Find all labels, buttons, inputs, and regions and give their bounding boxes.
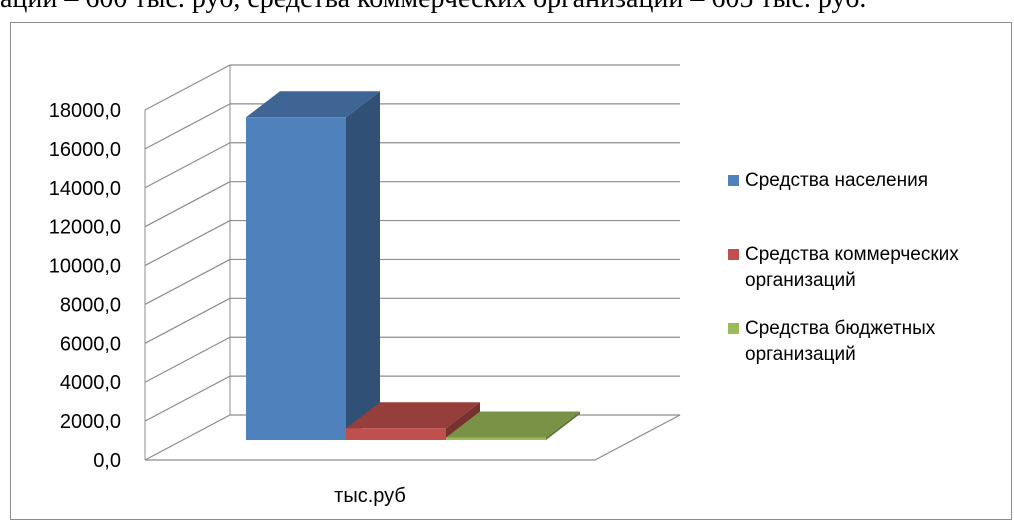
clipped-document-text: ации – 600 тыс. руб, средства коммерческ… (0, 0, 1014, 16)
gridline-diagonal (144, 297, 231, 344)
gridline-diagonal (144, 103, 231, 150)
x-axis-tick-labels: тыс.руб (334, 485, 406, 507)
chart-gridlines (144, 64, 680, 422)
legend-label-3: Средства бюджетных организаций (745, 318, 936, 365)
y-tick-label: 10000,0 (49, 256, 121, 278)
legend-item-2: Средства коммерческих организаций (728, 242, 1005, 294)
x-tick-label: тыс.руб (334, 485, 406, 507)
y-tick-label: 8000,0 (60, 294, 121, 316)
legend-swatch-2 (728, 249, 739, 260)
y-tick-label: 16000,0 (49, 139, 121, 161)
gridline-diagonal (144, 142, 231, 189)
gridline-diagonal (144, 220, 231, 267)
bar-front-face (446, 437, 546, 440)
bar-side-face (446, 402, 480, 440)
bar-front-face (346, 428, 446, 440)
y-tick-label: 14000,0 (49, 178, 121, 200)
chart-floor (144, 414, 681, 461)
bar-side-face (546, 411, 580, 440)
gridline-diagonal (144, 375, 231, 422)
y-tick-label: 0,0 (93, 450, 121, 472)
gridline-diagonal (144, 336, 231, 383)
bar-2 (346, 402, 480, 440)
y-tick-label: 12000,0 (49, 217, 121, 239)
y-tick-label: 18000,0 (49, 100, 121, 122)
chart-floor-plane (144, 414, 681, 461)
bar-front-face (246, 117, 346, 440)
bar-top-face (346, 402, 480, 429)
y-tick-label: 2000,0 (60, 411, 121, 433)
legend-swatch-1 (728, 175, 739, 186)
bar-1 (246, 91, 380, 440)
bar-top-face (446, 411, 580, 438)
bar-side-face (346, 91, 380, 440)
bar-3 (446, 411, 580, 440)
bar-top-face (246, 91, 380, 118)
chart-bars (246, 91, 580, 440)
gridline-diagonal (144, 64, 231, 111)
gridline-diagonal (144, 258, 231, 305)
y-tick-label: 6000,0 (60, 333, 121, 355)
legend-item-1: Средства населения (728, 168, 1005, 194)
y-tick-label: 4000,0 (60, 372, 121, 394)
chart-walls (144, 65, 231, 460)
legend-label-2: Средства коммерческих организаций (745, 244, 959, 291)
legend-label-1: Средства населения (745, 170, 928, 191)
gridline-diagonal (144, 181, 231, 228)
legend-swatch-3 (728, 323, 739, 334)
legend-item-3: Средства бюджетных организаций (728, 316, 1005, 368)
y-axis-tick-labels: 0,0 2000,0 4000,0 6000,0 8000,0 10000,0 12000,… (49, 100, 121, 472)
